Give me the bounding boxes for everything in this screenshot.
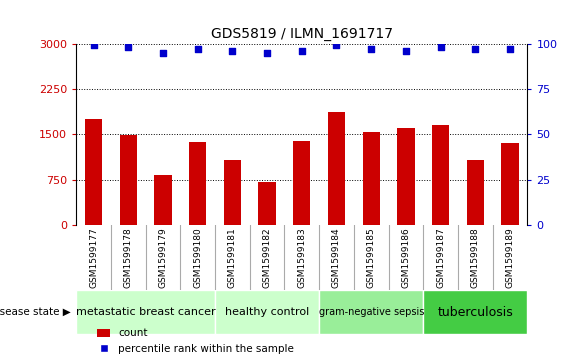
Text: GSM1599179: GSM1599179 (158, 227, 168, 288)
Text: GSM1599184: GSM1599184 (332, 227, 341, 288)
Bar (397, 128, 415, 225)
Text: GSM1599188: GSM1599188 (471, 227, 480, 288)
Text: metastatic breast cancer: metastatic breast cancer (76, 307, 216, 317)
Point (436, 44, 445, 50)
Bar (319, 290, 423, 334)
Text: GSM1599187: GSM1599187 (436, 227, 445, 288)
Point (124, 44, 133, 50)
Title: GDS5819 / ILMN_1691717: GDS5819 / ILMN_1691717 (211, 27, 393, 41)
Bar (363, 132, 380, 225)
Point (263, 50, 272, 56)
Text: disease state ▶: disease state ▶ (0, 307, 70, 317)
Bar (120, 135, 137, 225)
Point (89, 42, 98, 48)
Point (193, 46, 202, 52)
Bar (502, 143, 519, 225)
Bar (466, 160, 484, 225)
Point (332, 42, 341, 48)
Point (158, 50, 168, 56)
Bar (76, 290, 215, 334)
Bar (293, 141, 311, 225)
Point (505, 46, 515, 52)
Text: healthy control: healthy control (225, 307, 309, 317)
Point (297, 48, 306, 54)
Point (228, 48, 237, 54)
Point (366, 46, 376, 52)
Text: GSM1599180: GSM1599180 (193, 227, 202, 288)
Bar (432, 125, 449, 225)
Text: GSM1599186: GSM1599186 (401, 227, 410, 288)
Bar (154, 175, 172, 225)
Text: GSM1599183: GSM1599183 (297, 227, 306, 288)
Text: GSM1599185: GSM1599185 (367, 227, 376, 288)
Bar (215, 290, 319, 334)
Bar (224, 160, 241, 225)
Text: gram-negative sepsis: gram-negative sepsis (319, 307, 424, 317)
Text: tuberculosis: tuberculosis (438, 306, 513, 319)
Bar (423, 290, 527, 334)
Legend: count, percentile rank within the sample: count, percentile rank within the sample (93, 324, 298, 358)
Text: GSM1599177: GSM1599177 (89, 227, 98, 288)
Bar (189, 142, 206, 225)
Text: GSM1599181: GSM1599181 (228, 227, 237, 288)
Point (471, 46, 480, 52)
Bar (258, 182, 276, 225)
Text: GSM1599182: GSM1599182 (263, 227, 271, 288)
Bar (85, 119, 102, 225)
Point (401, 48, 411, 54)
Bar (328, 112, 345, 225)
Text: GSM1599189: GSM1599189 (506, 227, 515, 288)
Text: GSM1599178: GSM1599178 (124, 227, 133, 288)
